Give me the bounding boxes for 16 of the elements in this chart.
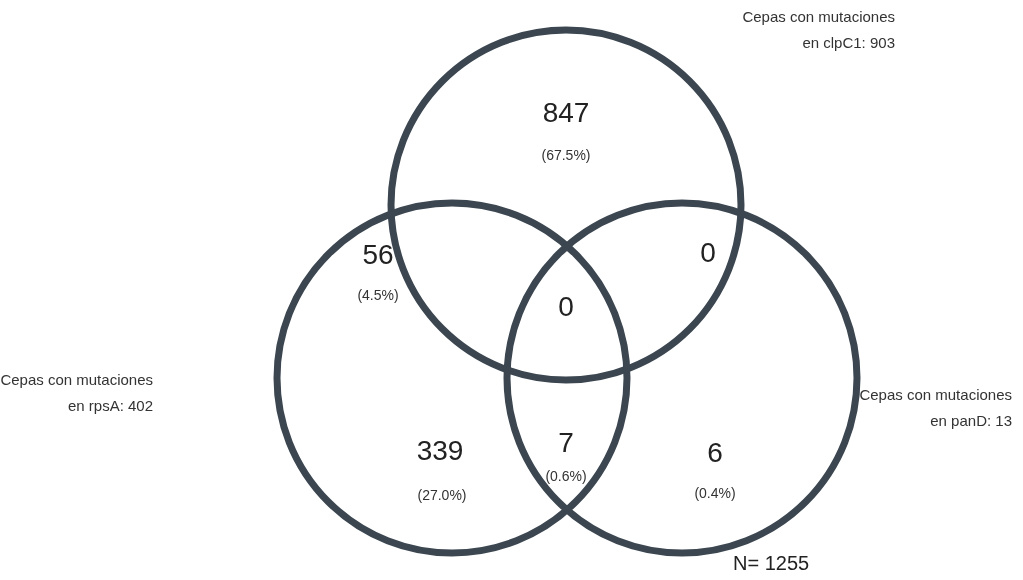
text: Cepas con mutaciones en clpC1: 903 [742, 8, 895, 51]
data-label: 7 [558, 427, 574, 458]
data-label: 847 [542, 97, 590, 128]
data-label: 56 [362, 239, 394, 270]
text: N= 1255 [733, 552, 810, 574]
data-label: 339 [416, 435, 464, 466]
text: (67.5%) [541, 147, 591, 163]
text: Cepas con mutaciones en rpsA: 402 [0, 371, 153, 414]
data-label: 0 [558, 291, 574, 322]
data-label: 6 [707, 437, 723, 468]
data-label: 0 [700, 237, 716, 268]
text: (4.5%) [357, 287, 399, 303]
text: (27.0%) [417, 487, 467, 503]
text: (0.4%) [694, 485, 736, 501]
text: (0.6%) [545, 468, 587, 484]
text: Cepas con mutaciones en panD: 13 [859, 386, 1012, 429]
